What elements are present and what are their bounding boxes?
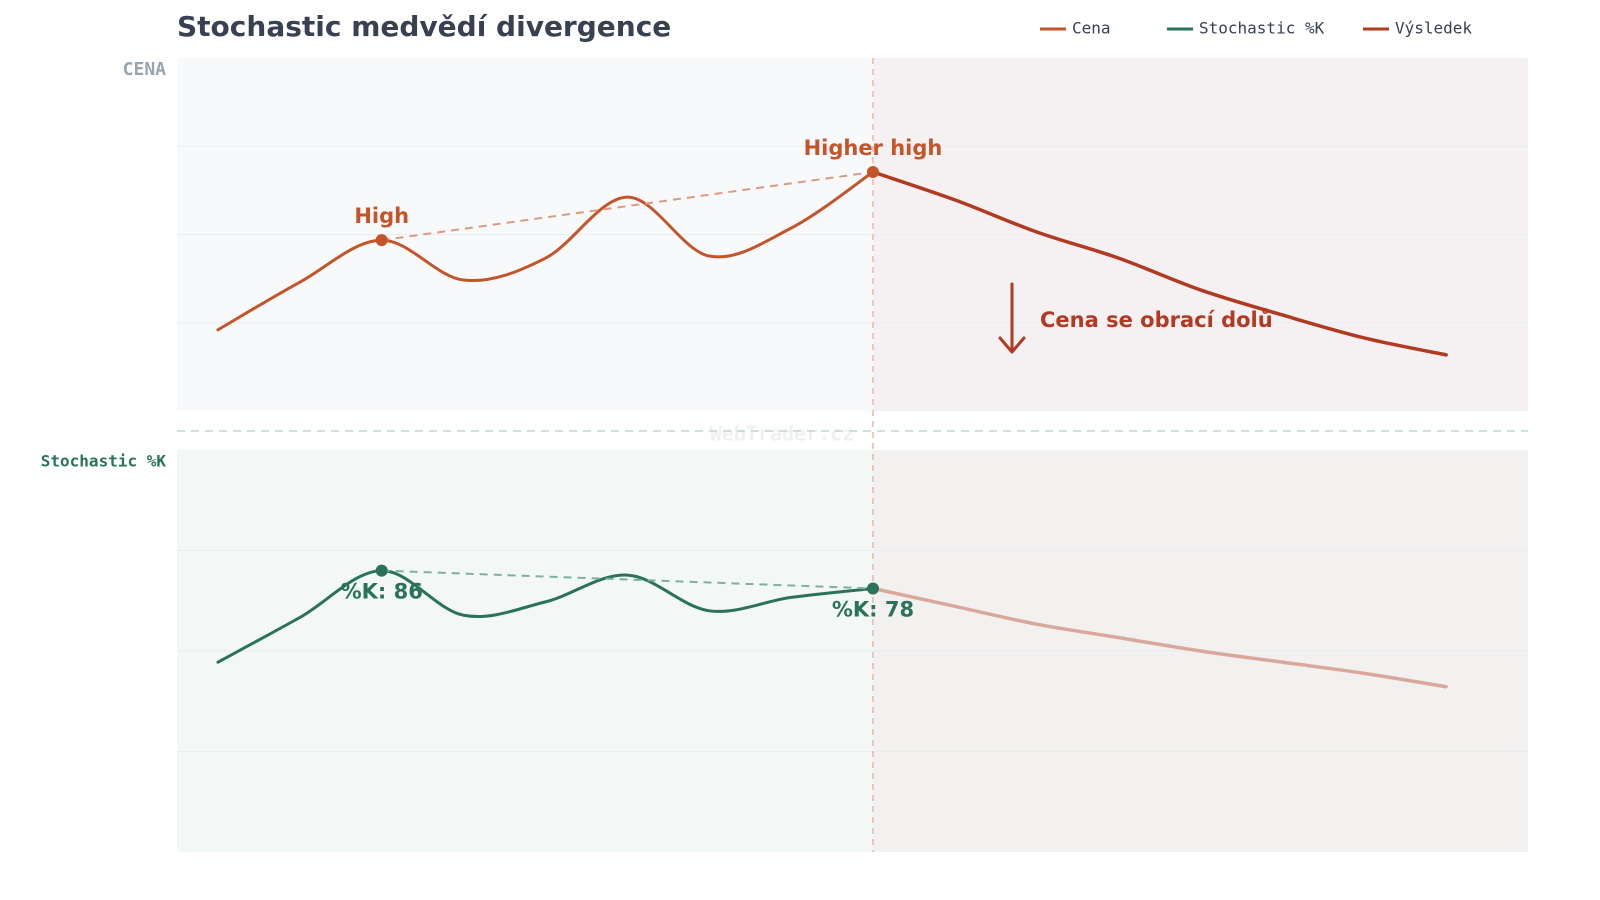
peak-label: High	[354, 204, 409, 228]
line-series	[871, 170, 1448, 357]
divergence-trendline	[381, 569, 874, 590]
y-axis-label: CENA	[123, 59, 167, 80]
legend-label: Cena	[1072, 19, 1111, 38]
annotation: Cena se obrací dolů	[1040, 308, 1273, 332]
peak-marker	[866, 166, 879, 179]
peak-label: Higher high	[804, 136, 943, 160]
value-label: %K: 78	[832, 597, 914, 621]
line-series	[216, 170, 875, 332]
watermark: WebTrader.cz	[710, 422, 855, 446]
y-axis-label: Stochastic %K	[41, 452, 167, 471]
line-series	[216, 569, 875, 664]
peak-marker	[375, 234, 388, 247]
peak-marker	[866, 582, 879, 595]
line-series	[871, 586, 1448, 689]
legend-label: Výsledek	[1395, 19, 1472, 38]
divergence-trendline	[381, 171, 874, 242]
legend-label: Stochastic %K	[1199, 19, 1325, 38]
value-label: %K: 86	[341, 580, 423, 604]
reversal-arrow	[998, 282, 1026, 354]
chart-title: Stochastic medvědí divergence	[177, 10, 671, 43]
peak-marker	[375, 564, 388, 577]
